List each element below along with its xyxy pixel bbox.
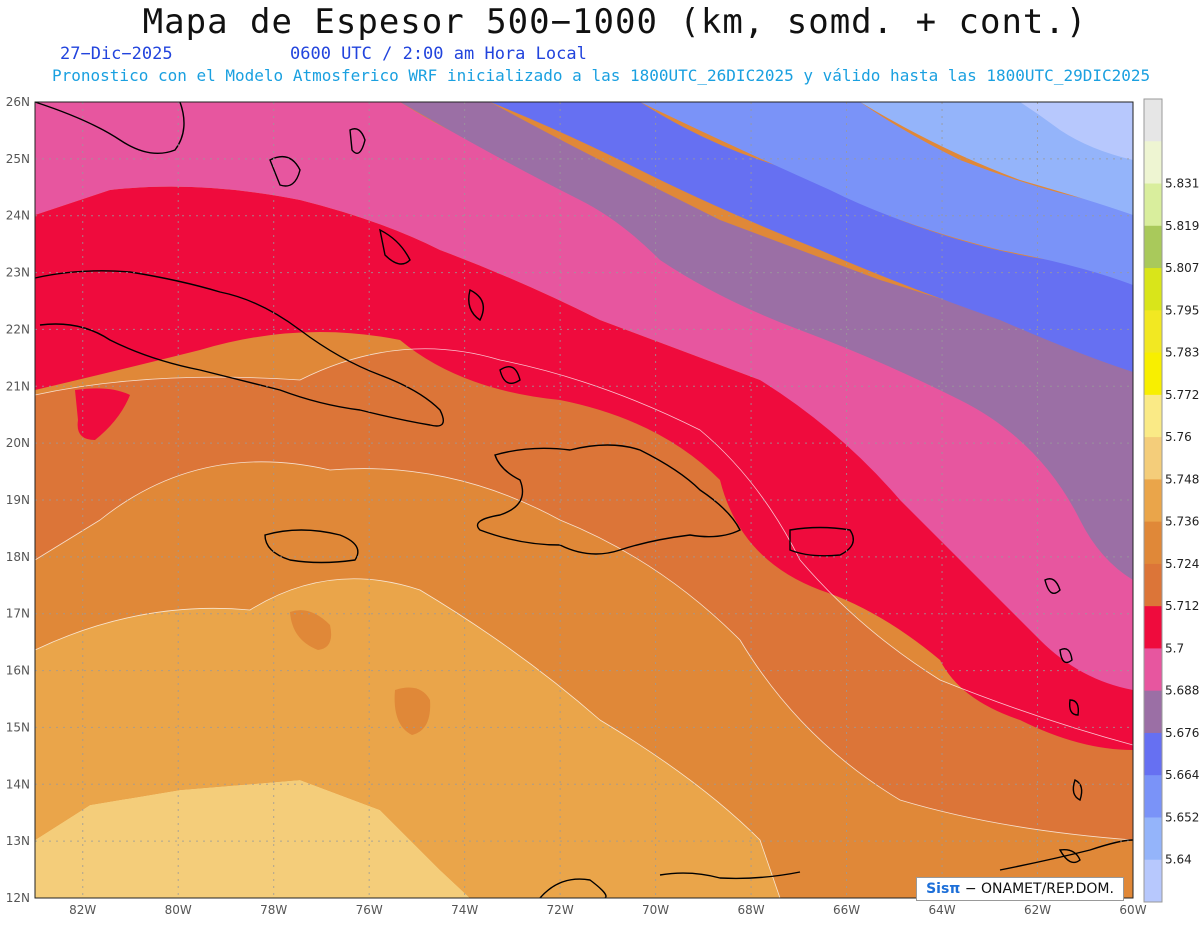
lat-tick-label: 13N	[6, 834, 30, 848]
colorbar-swatch	[1144, 775, 1162, 818]
colorbar-label: 5.807	[1165, 261, 1199, 275]
lon-tick-label: 76W	[356, 903, 383, 917]
colorbar-frame	[1143, 98, 1163, 903]
colorbar-label: 5.652	[1165, 810, 1199, 824]
colorbar-label: 5.748	[1165, 472, 1199, 486]
map-fill-layer	[35, 102, 1133, 898]
colorbar-label: 5.64	[1165, 853, 1192, 867]
lon-tick-label: 74W	[451, 903, 478, 917]
lon-tick-label: 66W	[833, 903, 860, 917]
coastlines	[34, 101, 1134, 899]
colorbar-swatch	[1144, 817, 1162, 861]
colorbar-swatch	[1144, 225, 1162, 269]
lat-tick-label: 14N	[6, 777, 30, 791]
lon-tick-label: 82W	[69, 903, 96, 917]
lon-tick-label: 70W	[642, 903, 669, 917]
lon-tick-label: 68W	[738, 903, 765, 917]
colorbar-swatch	[1144, 141, 1162, 185]
colorbar-label: 5.783	[1165, 346, 1199, 360]
colorbar-swatch	[1144, 437, 1162, 480]
colorbar-swatch	[1144, 563, 1162, 607]
colorbar-label: 5.664	[1165, 768, 1199, 782]
lon-tick-label: 72W	[547, 903, 574, 917]
lat-tick-label: 16N	[6, 664, 30, 678]
page-title: Mapa de Espesor 500−1000 (km, somd. + co…	[142, 2, 1088, 42]
colorbar-swatch	[1144, 521, 1162, 565]
colorbar-swatch	[1144, 606, 1162, 649]
lat-tick-label: 24N	[6, 209, 30, 223]
lat-tick-label: 21N	[6, 379, 30, 393]
lon-tick-label: 80W	[165, 903, 192, 917]
lat-tick-label: 23N	[6, 266, 30, 280]
colorbar-label: 5.688	[1165, 684, 1199, 698]
credit-box: Sisπ − ONAMET/REP.DOM.	[916, 877, 1124, 901]
lat-tick-label: 18N	[6, 550, 30, 564]
colorbar-label: 5.76	[1165, 430, 1192, 444]
colorbar-label: 5.772	[1165, 388, 1199, 402]
lat-tick-labels: 12N 13N 14N 15N 16N 17N 18N 19N 20N 21N 22N 23N 24N 2…	[6, 95, 30, 905]
time-label: 0600 UTC / 2:00 am Hora Local	[290, 44, 587, 64]
colorbar-swatch	[1144, 99, 1162, 142]
credit-brand: Sisπ	[926, 881, 961, 897]
lat-tick-label: 25N	[6, 152, 30, 166]
colorbar-label: 5.831	[1165, 177, 1199, 191]
lat-tick-label: 12N	[6, 891, 30, 905]
colorbar-swatch	[1144, 352, 1162, 396]
colorbar-swatch	[1144, 479, 1162, 523]
colorbar-swatch	[1144, 268, 1162, 311]
lat-tick-label: 20N	[6, 436, 30, 450]
lon-tick-label: 62W	[1024, 903, 1051, 917]
contour-lines	[34, 348, 1134, 899]
map-frame	[34, 101, 1134, 899]
colorbar-swatch	[1144, 310, 1162, 354]
colorbar-swatch	[1144, 394, 1162, 438]
date-label: 27−Dic−2025	[60, 44, 173, 64]
colorbar-label: 5.819	[1165, 219, 1199, 233]
colorbar-label: 5.736	[1165, 515, 1199, 529]
colorbar-swatch	[1144, 648, 1162, 692]
colorbar-swatch	[1144, 183, 1162, 227]
colorbar-label: 5.724	[1165, 557, 1199, 571]
lon-tick-label: 60W	[1119, 903, 1146, 917]
lat-tick-label: 17N	[6, 607, 30, 621]
lon-tick-label: 78W	[260, 903, 287, 917]
colorbar: 5.831 5.819 5.807 5.795 5.783 5.772 5.76 5.748 5…	[1143, 98, 1199, 903]
lon-tick-labels: 82W 80W 78W 76W 74W 72W 70W 68W 66W 64W 62W 60W	[69, 903, 1147, 917]
colorbar-label: 5.7	[1165, 641, 1184, 655]
model-info: Pronostico con el Modelo Atmosferico WRF…	[52, 66, 1151, 85]
colorbar-swatch	[1144, 859, 1162, 903]
credit-text: − ONAMET/REP.DOM.	[964, 881, 1114, 897]
colorbar-label: 5.712	[1165, 599, 1199, 613]
colorbar-label: 5.795	[1165, 303, 1199, 317]
colorbar-swatch	[1144, 732, 1162, 776]
lat-tick-label: 22N	[6, 322, 30, 336]
lat-tick-label: 26N	[6, 95, 30, 109]
colorbar-label: 5.676	[1165, 726, 1199, 740]
lat-tick-label: 19N	[6, 493, 30, 507]
lat-tick-label: 15N	[6, 720, 30, 734]
colorbar-swatch	[1144, 690, 1162, 734]
lon-tick-label: 64W	[928, 903, 955, 917]
